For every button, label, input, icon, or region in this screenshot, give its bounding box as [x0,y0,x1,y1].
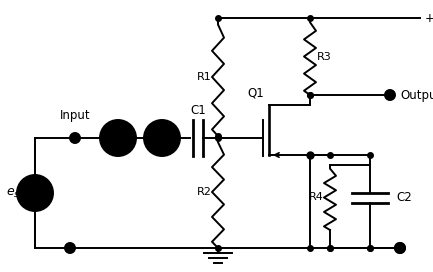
Circle shape [65,243,75,253]
Circle shape [395,243,405,253]
Text: $e_n$: $e_n$ [111,132,125,144]
Text: $e_s$: $e_s$ [6,186,20,200]
Text: + 24Vdc: + 24Vdc [425,11,433,24]
Circle shape [395,243,405,253]
Circle shape [144,120,180,156]
Text: R2: R2 [197,187,211,197]
Circle shape [385,90,395,100]
Circle shape [17,175,53,211]
Text: Q1: Q1 [247,86,264,100]
Text: R4: R4 [309,193,323,202]
Text: R1: R1 [197,72,211,82]
Text: R3: R3 [317,51,331,61]
Text: Output: Output [400,88,433,101]
Circle shape [70,133,80,143]
Text: C1: C1 [190,104,206,116]
Text: Input: Input [60,110,90,122]
Circle shape [100,120,136,156]
Text: C2: C2 [396,191,412,204]
Text: $e_{nfl}$: $e_{nfl}$ [153,132,171,144]
